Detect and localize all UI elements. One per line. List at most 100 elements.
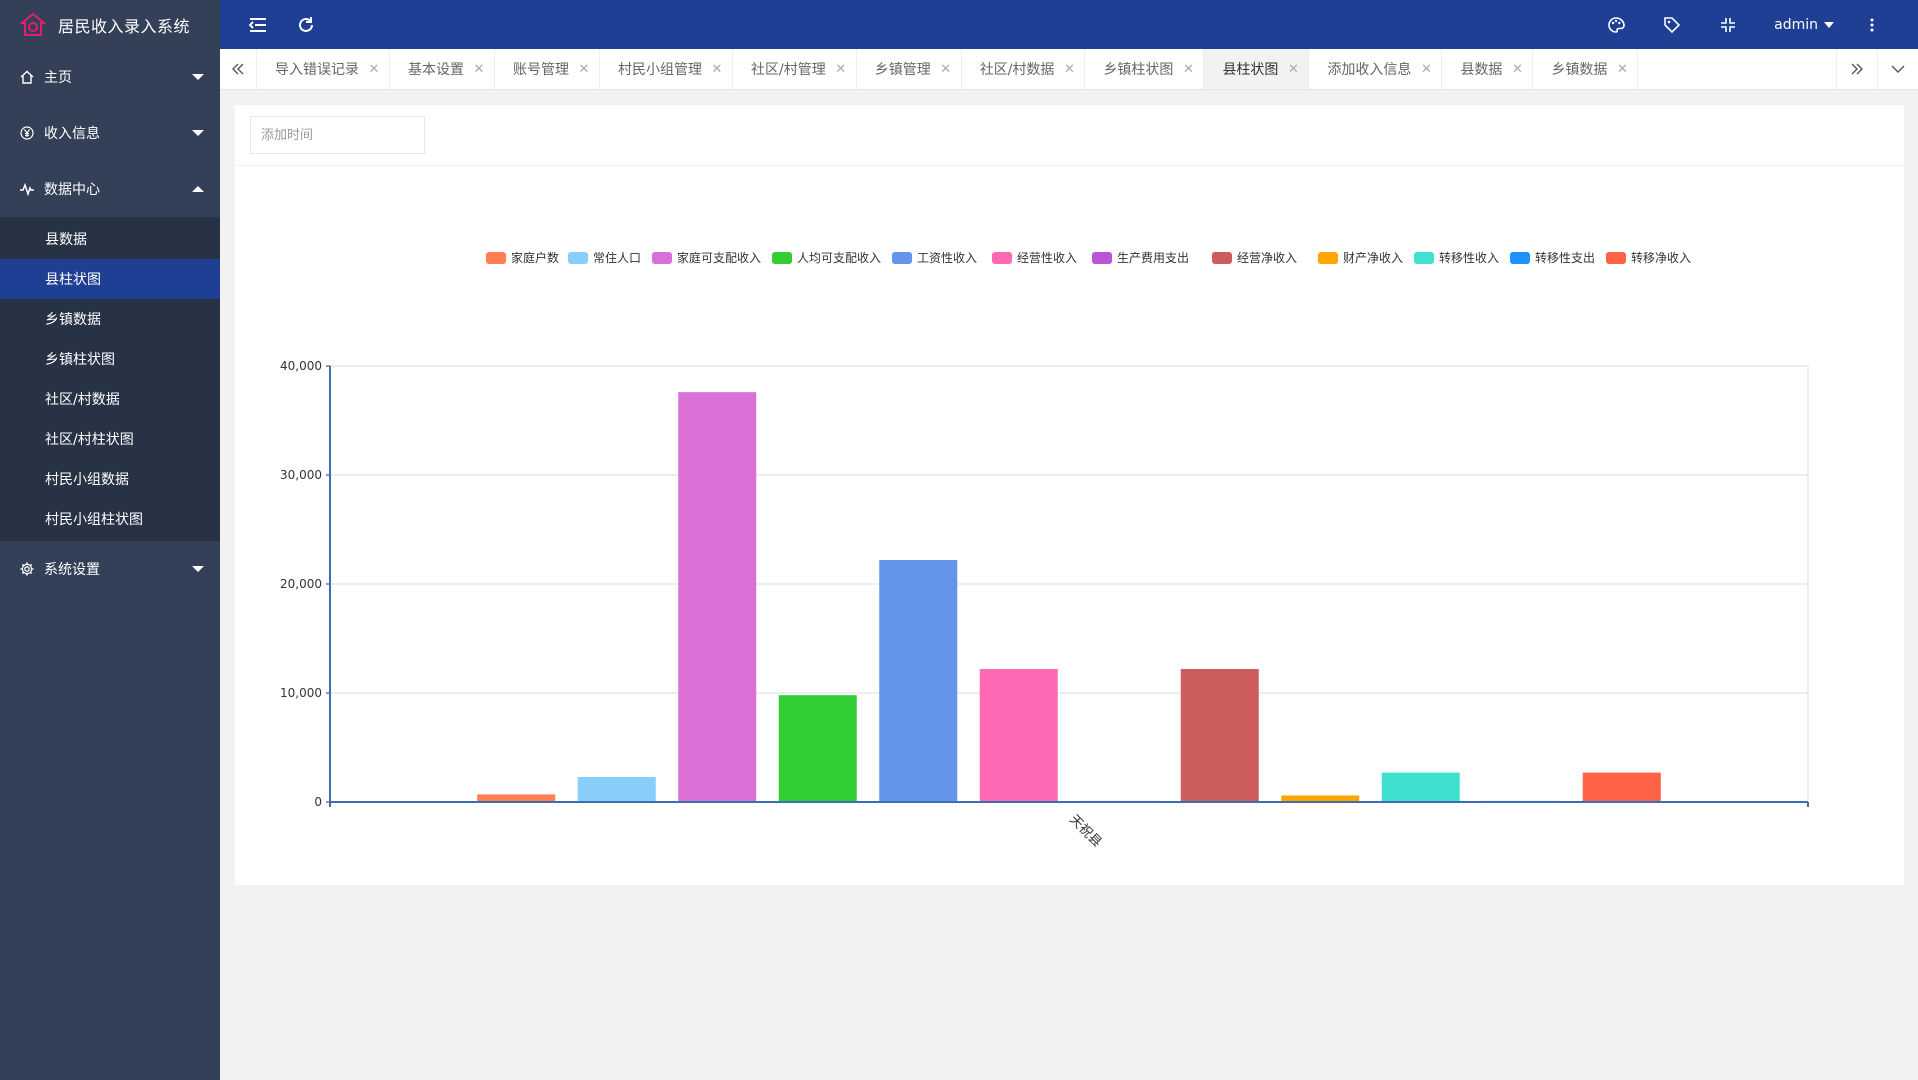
bar: [1381, 772, 1460, 802]
tab-menu-dropdown[interactable]: [1877, 49, 1918, 89]
chart-panel: 家庭户数 常住人口 家庭可支配收入 人均可支配收入 工资性收入 经营性收入 生产费用支出 经营…: [235, 105, 1904, 885]
home-icon: [20, 70, 34, 84]
sidebar-item-label: 主页: [44, 70, 72, 86]
tab-label: 基本设置: [408, 62, 464, 78]
sidebar-item-village-data[interactable]: 社区/村数据: [45, 392, 120, 408]
sidebar-item-village-bar-chart[interactable]: 社区/村柱状图: [45, 432, 134, 448]
legend-label: 工资性收入: [917, 251, 977, 265]
bar: [979, 669, 1058, 802]
tab-label: 账号管理: [513, 62, 569, 78]
tab-bar: 导入错误记录 ✕ 基本设置 ✕ 账号管理 ✕ 村民小组管理 ✕ 社区/村管理 ✕ 乡镇管理 ✕ 社区/村…: [220, 49, 1918, 90]
tab-item[interactable]: 添加收入信息 ✕: [1309, 49, 1443, 89]
sidebar-item-group-data[interactable]: 村民小组数据: [45, 472, 129, 488]
sidebar-item-label: 数据中心: [44, 182, 100, 198]
tab-label: 村民小组管理: [618, 62, 702, 78]
sidebar-item-town-bar-chart[interactable]: 乡镇柱状图: [45, 352, 115, 368]
legend-label: 经营净收入: [1237, 251, 1297, 265]
close-icon[interactable]: ✕: [1063, 61, 1075, 77]
chevron-down-icon: [192, 74, 204, 80]
close-icon[interactable]: ✕: [578, 61, 590, 77]
tab-item[interactable]: 村民小组管理 ✕: [600, 49, 733, 89]
tab-item[interactable]: 乡镇管理 ✕: [857, 49, 962, 89]
legend-label: 生产费用支出: [1117, 251, 1189, 265]
tab-item[interactable]: 社区/村管理 ✕: [733, 49, 857, 89]
refresh-icon[interactable]: [296, 15, 316, 35]
legend-label: 人均可支配收入: [797, 251, 881, 265]
sidebar-item-county-bar-chart[interactable]: 县柱状图: [0, 259, 220, 299]
sidebar-item-group-bar-chart[interactable]: 村民小组柱状图: [45, 512, 143, 528]
gear-icon: [20, 562, 34, 576]
close-icon[interactable]: ✕: [1616, 61, 1628, 77]
chevron-up-icon: [192, 186, 204, 192]
sidebar-item-town-data[interactable]: 乡镇数据: [45, 312, 101, 328]
legend-label: 转移净收入: [1631, 250, 1691, 265]
menu-collapse-icon[interactable]: [248, 15, 268, 35]
pulse-icon: [20, 182, 34, 196]
chevron-down-icon: [192, 130, 204, 136]
top-navbar: admin: [220, 0, 1918, 49]
tab-label: 乡镇管理: [874, 62, 931, 78]
legend-label: 转移性收入: [1439, 250, 1499, 265]
legend-label: 家庭户数: [511, 250, 559, 265]
bar: [1582, 772, 1661, 802]
legend-swatch: [1212, 252, 1232, 264]
filter-bar: [235, 105, 1904, 166]
legend-label: 财产净收入: [1343, 251, 1403, 265]
tab-item[interactable]: 县柱状图 ✕: [1204, 49, 1310, 89]
sidebar-item-home[interactable]: 主页: [0, 49, 220, 105]
legend-swatch: [1606, 252, 1626, 264]
sidebar-item-label: 收入信息: [44, 126, 100, 142]
close-icon[interactable]: ✕: [835, 61, 847, 77]
close-icon[interactable]: ✕: [1420, 61, 1432, 77]
tab-item[interactable]: 基本设置 ✕: [390, 49, 495, 89]
y-tick-label: 0: [314, 795, 322, 809]
close-icon[interactable]: ✕: [711, 61, 723, 77]
house-logo-icon: [20, 12, 46, 36]
legend-swatch: [652, 252, 672, 264]
close-icon[interactable]: ✕: [940, 61, 952, 77]
y-tick-label: 10,000: [280, 686, 322, 700]
tab-scroll-right[interactable]: [1836, 49, 1877, 89]
tab-item[interactable]: 导入错误记录 ✕: [257, 49, 390, 89]
legend-swatch: [568, 252, 588, 264]
tag-icon[interactable]: [1662, 15, 1682, 35]
close-icon[interactable]: ✕: [1287, 61, 1299, 77]
sidebar-item-label: 系统设置: [44, 562, 100, 578]
sidebar-item-income[interactable]: 收入信息: [0, 105, 220, 161]
legend-swatch: [1510, 252, 1530, 264]
sidebar-item-county-data[interactable]: 县数据: [45, 232, 87, 248]
close-icon[interactable]: ✕: [1182, 61, 1194, 77]
tab-label: 县数据: [1460, 62, 1503, 78]
y-tick-label: 30,000: [280, 468, 322, 482]
legend-label: 家庭可支配收入: [677, 250, 761, 265]
tab-item[interactable]: 乡镇柱状图 ✕: [1085, 49, 1205, 89]
user-menu[interactable]: admin: [1774, 17, 1834, 33]
tab-label: 乡镇数据: [1551, 62, 1608, 78]
sidebar-item-data-center[interactable]: 数据中心: [0, 161, 220, 217]
close-icon[interactable]: ✕: [368, 61, 380, 77]
yen-icon: [20, 126, 34, 140]
tab-item[interactable]: 县数据 ✕: [1442, 49, 1534, 89]
bar: [1281, 795, 1360, 802]
add-time-date-input[interactable]: [250, 116, 425, 154]
x-category-label: 天祝县: [1066, 812, 1104, 850]
username: admin: [1774, 16, 1818, 33]
more-vertical-icon[interactable]: [1862, 15, 1882, 35]
data-center-submenu: 县数据 县柱状图 乡镇数据 乡镇柱状图 社区/村数据 社区/村柱状图 村民小组数…: [0, 217, 220, 541]
tab-item[interactable]: 社区/村数据 ✕: [962, 49, 1086, 89]
y-tick-label: 40,000: [280, 359, 322, 373]
tab-item[interactable]: 乡镇数据 ✕: [1533, 49, 1639, 89]
theme-palette-icon[interactable]: [1606, 15, 1626, 35]
app-logo-area: 居民收入录入系统: [0, 0, 220, 49]
sidebar-item-settings[interactable]: 系统设置: [0, 541, 220, 597]
bar: [778, 695, 857, 802]
tab-scroll-left[interactable]: [220, 49, 257, 89]
tab-item[interactable]: 账号管理 ✕: [495, 49, 600, 89]
close-icon[interactable]: ✕: [1511, 61, 1523, 77]
bar: [879, 560, 958, 802]
fullscreen-exit-icon[interactable]: [1718, 15, 1738, 35]
app-title: 居民收入录入系统: [58, 16, 191, 36]
close-icon[interactable]: ✕: [473, 61, 485, 77]
sidebar: 主页 收入信息 数据中心 县数据 县柱状图 乡镇数据 乡镇柱状图 社区/村数据 …: [0, 49, 220, 1080]
tab-label: 社区/村管理: [751, 62, 826, 78]
